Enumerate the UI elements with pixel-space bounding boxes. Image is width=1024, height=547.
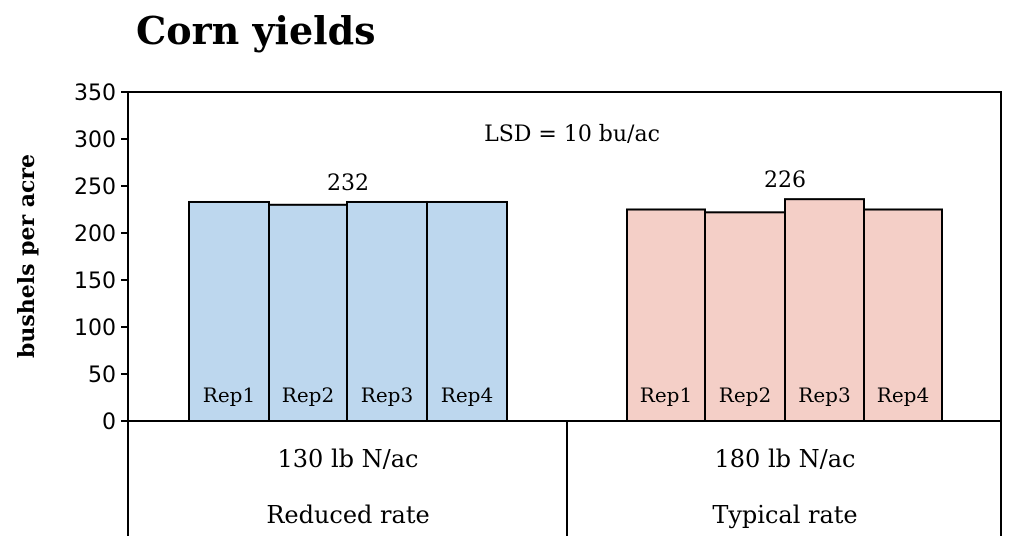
bar-label: Rep3 xyxy=(361,383,413,407)
bar-label: Rep2 xyxy=(719,383,771,407)
bar-label: Rep1 xyxy=(640,383,692,407)
category-name-label: Typical rate xyxy=(712,501,857,529)
group-mean-label: 226 xyxy=(764,168,806,193)
category-rate-label: 180 lb N/ac xyxy=(715,445,856,473)
group-mean-label: 232 xyxy=(327,171,369,196)
bar-label: Rep4 xyxy=(441,383,493,407)
bars-layer xyxy=(188,198,943,422)
y-tick-label: 0 xyxy=(102,410,116,435)
chart-title: Corn yields xyxy=(136,8,376,53)
y-tick-label: 300 xyxy=(74,128,116,153)
bar-label: Rep2 xyxy=(282,383,334,407)
y-tick-label: 100 xyxy=(74,316,116,341)
bar-typical-rep2 xyxy=(704,211,786,422)
bar-typical-rep1 xyxy=(626,208,706,422)
bar-label: Rep4 xyxy=(877,383,929,407)
y-tick-label: 250 xyxy=(74,175,116,200)
bar-typical-rep4 xyxy=(863,208,943,422)
plot-frame xyxy=(127,91,1002,422)
y-tick-label: 350 xyxy=(74,81,116,106)
bar-reduced-rep3 xyxy=(346,200,428,422)
y-axis-ticks: 0 50 100 150 200 250 300 350 xyxy=(74,81,128,435)
category-rate-label: 130 lb N/ac xyxy=(278,445,419,473)
y-axis-label: bushels per acre xyxy=(14,154,40,358)
category-name-label: Reduced rate xyxy=(266,501,429,529)
y-tick-label: 200 xyxy=(74,222,116,247)
bar-reduced-rep1 xyxy=(188,200,270,422)
lsd-annotation: LSD = 10 bu/ac xyxy=(484,122,660,147)
y-tick-label: 150 xyxy=(74,269,116,294)
bar-label: Rep1 xyxy=(203,383,255,407)
bar-reduced-rep4 xyxy=(426,200,508,422)
labels-layer: Rep1 Rep2 Rep3 Rep4 232 130 lb N/ac Reduced ra… xyxy=(203,168,929,529)
y-tick-label: 50 xyxy=(88,363,116,388)
bar-label: Rep3 xyxy=(798,383,850,407)
